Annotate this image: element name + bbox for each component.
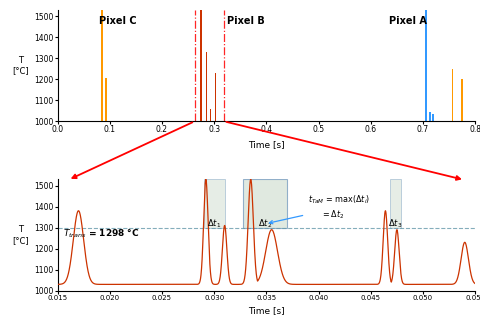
Text: Pixel C: Pixel C [99, 16, 137, 26]
Text: Pixel B: Pixel B [227, 16, 265, 26]
Bar [106, 78, 107, 121]
Bar [206, 52, 207, 121]
Bar [201, 10, 202, 121]
Y-axis label: T
[°C]: T [°C] [12, 225, 28, 245]
Bar [204, 179, 225, 228]
Text: Pixel A: Pixel A [389, 16, 427, 26]
Text: $T_{trans}$ = 1298 °C: $T_{trans}$ = 1298 °C [63, 228, 139, 240]
Bar [210, 109, 211, 121]
X-axis label: Time [s]: Time [s] [248, 307, 285, 316]
Text: $\Delta t_1$: $\Delta t_1$ [207, 217, 221, 230]
Bar [215, 73, 216, 121]
Bar [101, 10, 103, 121]
Bar [432, 114, 434, 121]
Text: $\Delta t_3$: $\Delta t_3$ [388, 217, 403, 230]
Bar [452, 68, 453, 121]
Text: $t_{TaM}$ = max($\Delta t_i$)
     $= \Delta t_2$: $t_{TaM}$ = max($\Delta t_i$) $= \Delta … [269, 194, 371, 224]
Bar [390, 179, 401, 228]
Bar [243, 179, 287, 228]
Bar [429, 112, 431, 121]
Bar [461, 79, 463, 121]
X-axis label: Time [s]: Time [s] [248, 140, 285, 149]
Bar [425, 10, 427, 121]
Text: $\Delta t_2$: $\Delta t_2$ [258, 217, 273, 230]
Y-axis label: T
[°C]: T [°C] [12, 56, 28, 75]
